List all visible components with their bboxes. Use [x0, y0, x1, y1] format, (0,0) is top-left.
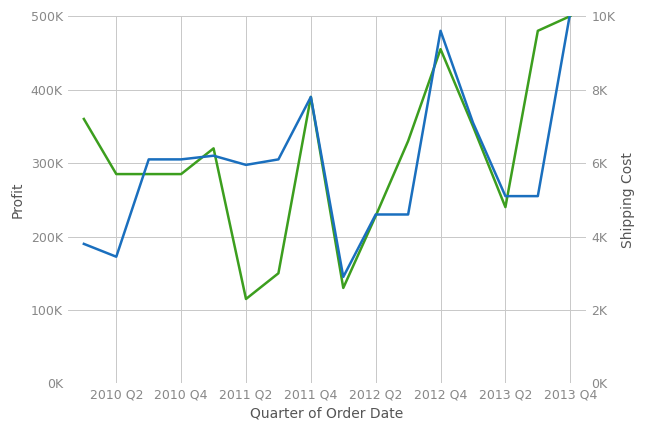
X-axis label: Quarter of Order Date: Quarter of Order Date — [251, 407, 404, 421]
Y-axis label: Profit: Profit — [11, 181, 25, 218]
Y-axis label: Shipping Cost: Shipping Cost — [621, 152, 635, 248]
